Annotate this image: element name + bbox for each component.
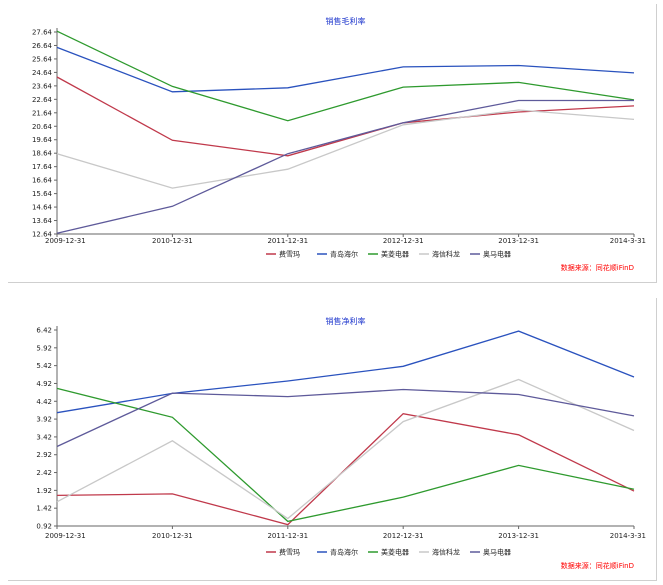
gross-margin-series-line-3 [56,30,635,122]
net-margin-x-tick-label: 2013-12-31 [498,532,539,540]
net-margin-y-tick-label: 3.92 [36,416,52,424]
net-margin-y-tick-label: 1.92 [36,487,52,495]
net-margin-y-tick-label: 4.92 [36,380,52,388]
gross-margin-y-tick-label: 25.64 [32,55,53,63]
gross-margin-series-line-1 [56,76,635,157]
gross-margin-x-tick-label: 2014-3-31 [610,237,646,245]
gross-margin-chart-title: 销售毛利率 [326,16,366,26]
gross-margin-series-line-2 [56,46,635,93]
gross-margin-y-tick-label: 14.64 [32,204,53,212]
gross-margin-y-tick-label: 12.64 [32,231,53,239]
gross-margin-x-tick-label: 2011-12-31 [267,237,308,245]
net-margin-source-note: 数据来源：同花顺iFinD [561,561,634,570]
gross-margin-y-tick-label: 20.64 [32,123,53,131]
net-margin-y-tick-label: 6.42 [36,327,52,335]
gross-margin-chart-panel: 销售毛利率 27.64 26.64 25.64 24.64 23.64 22.64 21.64… [8,4,657,283]
net-margin-chart-panel: 销售净利率 6.42 5.92 5.42 4.92 4.42 3.92 3.42 2.92 2.4… [8,298,657,581]
net-margin-x-tick-label: 2014-3-31 [610,532,646,540]
net-margin-legend-label-2: 青岛海尔 [330,548,358,557]
gross-margin-y-tick-label: 26.64 [32,42,53,50]
net-margin-legend-label-5: 奥马电器 [483,548,511,557]
net-margin-x-tick-label: 2010-12-31 [152,532,193,540]
net-margin-y-tick-label: 1.42 [36,505,52,513]
gross-margin-y-tick-label: 27.64 [32,29,53,37]
net-margin-y-tick-label: 5.92 [36,344,52,352]
net-margin-legend-label-1: 费雪玛 [279,548,300,557]
net-margin-chart: 销售净利率 6.42 5.92 5.42 4.92 4.42 3.92 3.42 2.92 2.4… [36,316,646,570]
net-margin-x-tick-label: 2009-12-31 [45,532,86,540]
net-margin-series-line-2 [56,330,635,414]
gross-margin-y-tick-label: 15.64 [32,190,53,198]
net-margin-series-line-1 [56,413,635,526]
gross-margin-x-tick-label: 2012-12-31 [383,237,424,245]
gross-margin-chart: 销售毛利率 27.64 26.64 25.64 24.64 23.64 22.64 21.64… [32,16,646,272]
gross-margin-x-tick-label: 2010-12-31 [152,237,193,245]
gross-margin-legend-label-5: 奥马电器 [483,250,511,259]
net-margin-legend-label-4: 海信科龙 [432,548,460,557]
gross-margin-x-tick-label: 2013-12-31 [498,237,539,245]
net-margin-y-tick-label: 3.42 [36,433,52,441]
gross-margin-legend-label-3: 美菱电器 [381,250,409,259]
net-margin-y-tick-label: 4.42 [36,398,52,406]
gross-margin-y-tick-label: 13.64 [32,217,53,225]
net-margin-y-tick-label: 5.42 [36,362,52,370]
net-margin-series-line-3 [56,387,635,523]
gross-margin-y-tick-label: 22.64 [32,96,53,104]
net-margin-x-tick-label: 2012-12-31 [383,532,424,540]
gross-margin-y-tick-label: 21.64 [32,109,53,117]
net-margin-legend-label-3: 美菱电器 [381,548,409,557]
net-margin-series-line-4 [56,378,635,520]
net-margin-y-tick-label: 2.92 [36,451,52,459]
gross-margin-series-line-5 [56,99,634,234]
gross-margin-series-line-4 [56,109,635,189]
gross-margin-y-tick-label: 18.64 [32,150,53,158]
gross-margin-legend-label-1: 费雪玛 [279,250,300,259]
net-margin-y-tick-label: 2.42 [36,469,52,477]
net-margin-y-tick-label: 0.92 [36,523,52,531]
gross-margin-source-note: 数据来源：同花顺iFinD [561,263,634,272]
gross-margin-legend-label-2: 青岛海尔 [330,250,358,259]
gross-margin-y-tick-label: 23.64 [32,82,53,90]
gross-margin-y-tick-label: 24.64 [32,69,53,77]
net-margin-series-line-5 [56,388,635,448]
gross-margin-x-tick-label: 2009-12-31 [45,237,86,245]
gross-margin-y-tick-label: 17.64 [32,163,53,171]
gross-margin-legend-label-4: 海信科龙 [432,250,460,259]
gross-margin-y-tick-label: 16.64 [32,177,53,185]
net-margin-x-tick-label: 2011-12-31 [267,532,308,540]
net-margin-chart-title: 销售净利率 [326,316,366,326]
gross-margin-y-tick-label: 19.64 [32,136,53,144]
